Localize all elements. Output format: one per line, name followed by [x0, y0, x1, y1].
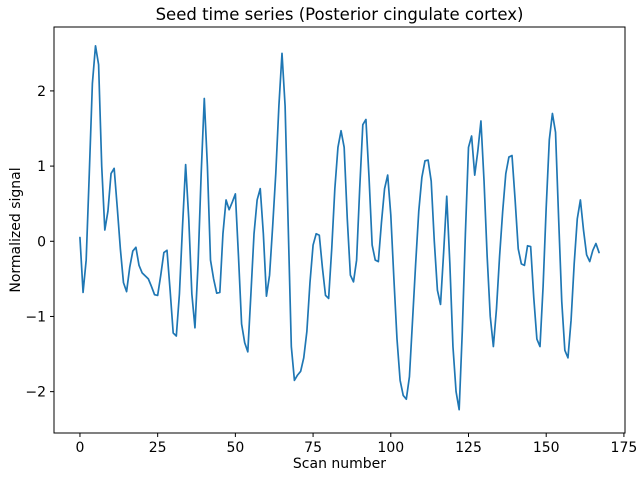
chart-title: Seed time series (Posterior cingulate co…	[156, 5, 524, 24]
y-tick-label: −2	[25, 385, 46, 401]
x-tick-label: 75	[304, 440, 322, 456]
x-tick-label: 175	[611, 440, 638, 456]
y-tick-label: 0	[37, 234, 46, 250]
x-tick-label: 150	[533, 440, 560, 456]
y-axis-label: Normalized signal	[8, 167, 24, 292]
timeseries-line	[79, 44, 600, 411]
plot-area: 0 25 50 75 100 125 150 175 −2 −1 0 1 2	[25, 26, 638, 456]
y-tick-label: 1	[37, 159, 46, 175]
y-tick-label: −1	[25, 309, 46, 325]
y-tick-label: 2	[37, 84, 46, 100]
x-tick-label: 0	[75, 440, 84, 456]
x-tick-label: 100	[377, 440, 404, 456]
x-axis-label: Scan number	[293, 456, 386, 472]
x-tick-label: 50	[226, 440, 244, 456]
axes-spines	[53, 26, 626, 434]
x-tick-label: 125	[455, 440, 482, 456]
x-tick-label: 25	[149, 440, 167, 456]
